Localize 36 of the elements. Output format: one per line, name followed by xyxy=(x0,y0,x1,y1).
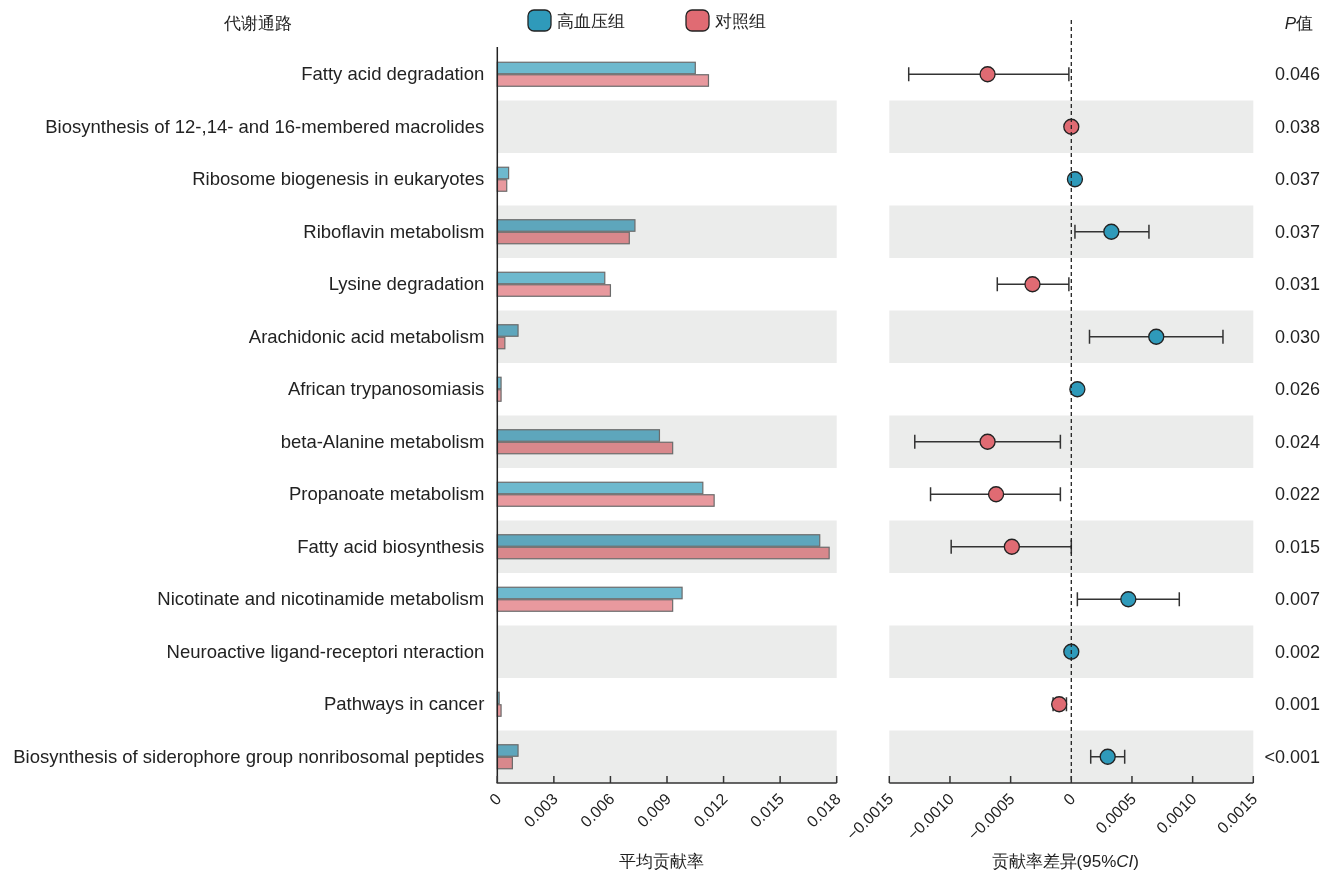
text: 对照组 xyxy=(715,12,766,31)
y-axis-title: 代谢通路 xyxy=(223,14,292,33)
y-tick-label: Neuroactive ligand-receptori nteraction xyxy=(166,640,485,662)
text: 0.037 xyxy=(1274,169,1320,190)
y-tick-label: Ribosome biogenesis in eukaryotes xyxy=(192,168,485,190)
text: <0.001 xyxy=(1264,746,1320,767)
x-axis-title: 贡献率差异(95%CI) xyxy=(991,852,1139,871)
y-tick-label: Arachidonic acid metabolism xyxy=(248,325,485,347)
y-tick-label: Fatty acid biosynthesis xyxy=(297,535,485,557)
y-tick-label: Nicotinate and nicotinamide metabolism xyxy=(157,588,485,610)
y-tick-label: Pathways in cancer xyxy=(323,693,485,715)
y-tick-label: Biosynthesis of siderophore group nonribosomal peptides xyxy=(13,745,485,767)
text: 0.030 xyxy=(1274,326,1320,347)
y-tick-label: Propanoate metabolism xyxy=(288,483,485,505)
text: 0.037 xyxy=(1274,221,1320,242)
text: 0.031 xyxy=(1274,274,1320,295)
text: 0.038 xyxy=(1274,116,1320,137)
y-tick-label: Riboflavin metabolism xyxy=(303,220,485,242)
text: P值 xyxy=(1284,14,1313,33)
y-tick-label: beta-Alanine metabolism xyxy=(280,430,485,452)
y-tick-label: Fatty acid degradation xyxy=(301,63,485,85)
y-tick-label: Lysine degradation xyxy=(328,273,485,295)
y-tick-label: African trypanosomiasis xyxy=(287,378,485,400)
x-tick-label: 0 xyxy=(486,790,505,809)
y-tick-label: Biosynthesis of 12-,14- and 16-membered macrolides xyxy=(45,115,485,137)
text: 0.022 xyxy=(1274,484,1320,505)
x-axis-title: 平均贡献率 xyxy=(618,852,704,871)
text: 0.046 xyxy=(1274,64,1320,85)
text: 0.026 xyxy=(1274,379,1320,400)
text: 0.015 xyxy=(1274,536,1320,557)
text: 0.002 xyxy=(1274,641,1320,662)
x-tick-label: 0 xyxy=(1060,790,1079,809)
text: 0.007 xyxy=(1274,589,1320,610)
series-label: 高血压组 xyxy=(557,12,625,31)
text: 0.001 xyxy=(1274,694,1320,715)
text: 0.024 xyxy=(1274,431,1320,452)
